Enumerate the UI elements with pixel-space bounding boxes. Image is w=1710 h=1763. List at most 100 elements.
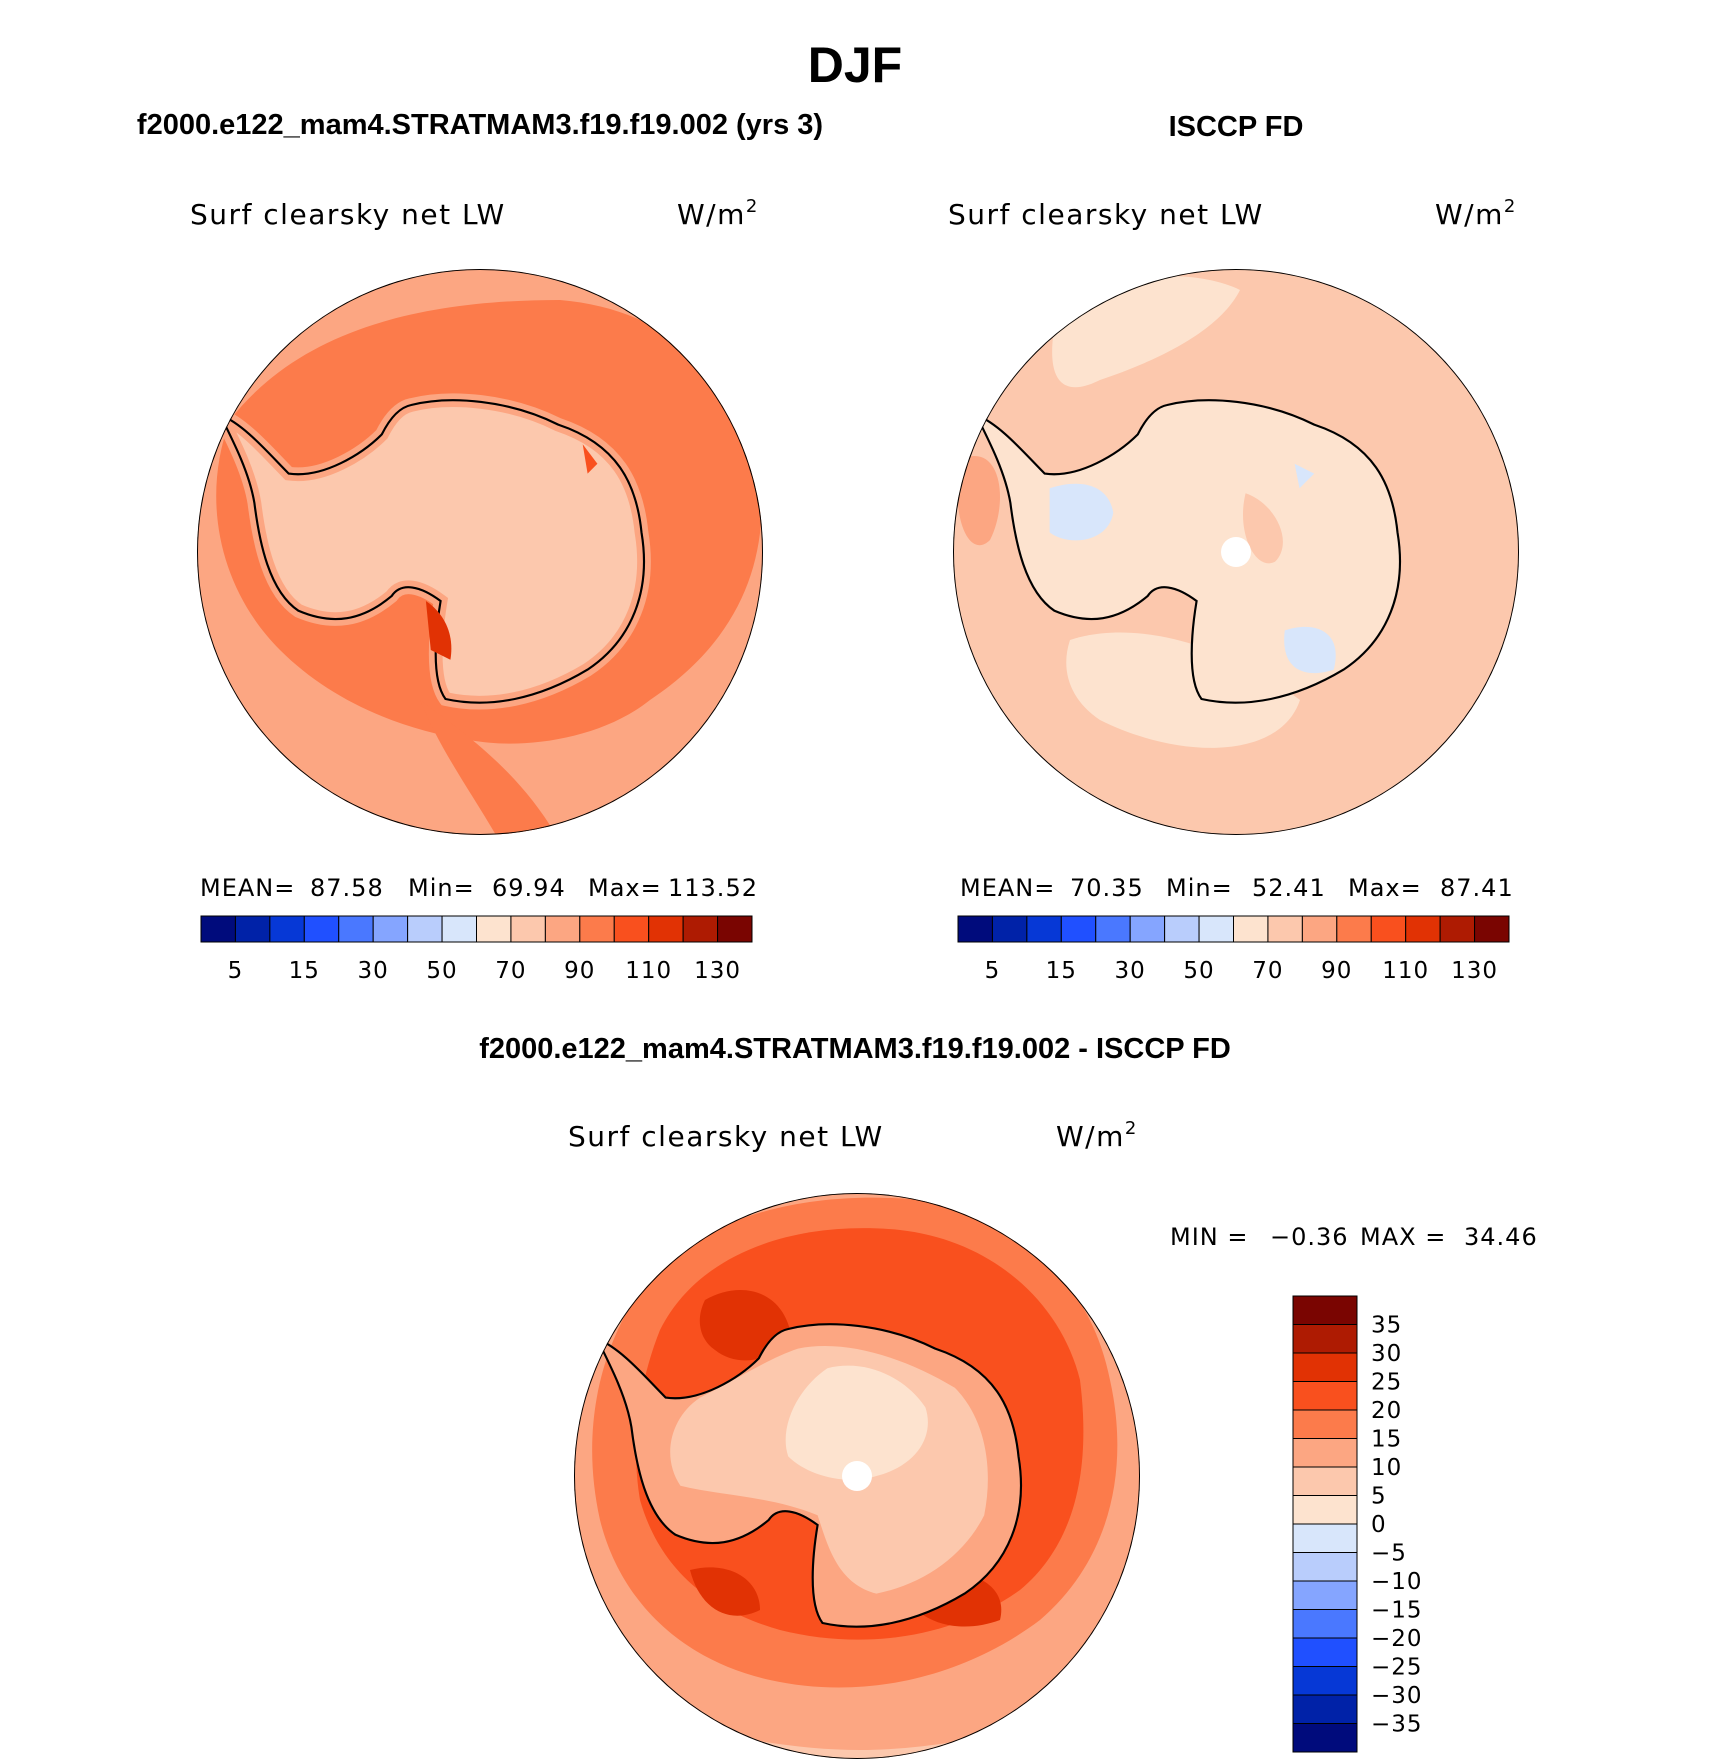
panel-diff-max-label: MAX =	[1360, 1223, 1446, 1251]
colorbar-obs-swatch	[1129, 915, 1166, 943]
colorbar-obs-swatch	[1060, 915, 1097, 943]
panel-diff-min-label: MIN =	[1170, 1223, 1248, 1251]
colorbar-diff-swatch	[1292, 1352, 1358, 1382]
colorbar-obs-tick-label: 15	[1046, 958, 1077, 984]
panel-obs-mean-label: MEAN=	[960, 874, 1055, 902]
colorbar-diff-tick-label: 20	[1371, 1398, 1402, 1424]
colorbar-model-swatch	[717, 915, 753, 943]
colorbar-model-swatch	[338, 915, 374, 943]
colorbar-obs-tick-label: 90	[1321, 958, 1352, 984]
colorbar-model-swatch	[579, 915, 615, 943]
panel-model-colorbar: 5 15 30 50 70 90 110 130	[200, 915, 753, 984]
colorbar-diff-swatch	[1292, 1523, 1358, 1553]
colorbar-diff-swatch	[1292, 1694, 1358, 1724]
colorbar-diff-tick-label: 5	[1371, 1484, 1387, 1510]
colorbar-model-swatch	[234, 915, 271, 943]
colorbar-diff-tick-label: 0	[1371, 1512, 1387, 1538]
colorbar-model-swatch	[269, 915, 305, 943]
panel-obs: ISCCP FD Surf clearsky net LW W/m2 MEAN=…	[948, 111, 1519, 984]
colorbar-model-swatch	[510, 915, 546, 943]
panel-obs-max-label: Max=	[1348, 874, 1422, 902]
panel-model: f2000.e122_mam4.STRATMAM3.f19.f19.002 (y…	[137, 109, 823, 984]
colorbar-diff-tick-label: −15	[1371, 1598, 1423, 1624]
colorbar-obs-swatch	[1267, 915, 1303, 943]
colorbar-obs-swatch	[991, 915, 1028, 943]
colorbar-model-tick-label: 130	[694, 958, 741, 984]
colorbar-model-tick-label: 110	[625, 958, 672, 984]
colorbar-diff-swatch	[1292, 1580, 1358, 1610]
colorbar-model-swatch	[476, 915, 512, 943]
panel-diff-variable: Surf clearsky net LW	[568, 1120, 884, 1153]
colorbar-diff-tick-label: −20	[1371, 1626, 1423, 1652]
panel-obs-header: ISCCP FD	[1169, 111, 1304, 143]
colorbar-obs-swatch	[1370, 915, 1407, 943]
panel-obs-variable: Surf clearsky net LW	[948, 198, 1264, 231]
colorbar-diff-swatch	[1292, 1552, 1358, 1582]
panel-diff: f2000.e122_mam4.STRATMAM3.f19.f19.002 - …	[479, 1033, 1537, 1759]
colorbar-diff-tick-label: −10	[1371, 1569, 1423, 1595]
panel-model-mean-label: MEAN=	[200, 874, 295, 902]
panel-diff-units-base: W/m	[1056, 1120, 1125, 1153]
colorbar-obs-swatch	[1474, 915, 1510, 943]
colorbar-model-swatch	[303, 915, 340, 943]
colorbar-diff-tick-label: −5	[1371, 1541, 1407, 1567]
panel-obs-map	[953, 269, 1519, 835]
colorbar-obs-swatch	[1301, 915, 1338, 943]
colorbar-obs-swatch	[1198, 915, 1234, 943]
colorbar-obs-tick-label: 130	[1451, 958, 1498, 984]
panel-model-units-base: W/m	[677, 198, 746, 231]
colorbar-model-tick-label: 50	[426, 958, 457, 984]
colorbar-obs-swatch	[957, 915, 993, 943]
panel-model-mean-value: 87.58	[310, 874, 384, 902]
colorbar-diff-swatch	[1292, 1723, 1358, 1753]
panel-obs-units-sup: 2	[1504, 196, 1517, 217]
panel-model-units-sup: 2	[746, 196, 759, 217]
colorbar-obs-tick-label: 50	[1183, 958, 1214, 984]
colorbar-diff-tick-label: −30	[1371, 1683, 1423, 1709]
colorbar-diff-swatch	[1292, 1295, 1358, 1325]
colorbar-model-tick-label: 30	[358, 958, 389, 984]
colorbar-model-swatch	[682, 915, 719, 943]
colorbar-diff-swatch	[1292, 1637, 1358, 1667]
colorbar-obs-swatch	[1164, 915, 1200, 943]
panel-diff-min-value: −0.36	[1270, 1223, 1349, 1251]
panel-obs-units: W/m2	[1435, 196, 1517, 231]
panel-model-max-value: 113.52	[668, 874, 758, 902]
panel-obs-units-base: W/m	[1435, 198, 1504, 231]
panel-diff-units-sup: 2	[1125, 1118, 1138, 1139]
colorbar-diff-tick-label: 25	[1371, 1370, 1402, 1396]
colorbar-model-swatch	[613, 915, 650, 943]
colorbar-obs-tick-label: 110	[1382, 958, 1429, 984]
colorbar-obs-swatch	[1439, 915, 1476, 943]
colorbar-obs-swatch	[1233, 915, 1269, 943]
colorbar-model-swatch	[648, 915, 684, 943]
colorbar-obs-tick-label: 30	[1115, 958, 1146, 984]
colorbar-model-swatch	[407, 915, 443, 943]
colorbar-obs-tick-label: 5	[985, 958, 1001, 984]
panel-diff-map	[574, 1193, 1140, 1759]
colorbar-diff-tick-label: 35	[1371, 1313, 1402, 1339]
panel-model-min-value: 69.94	[492, 874, 566, 902]
colorbar-diff-swatch	[1292, 1466, 1358, 1496]
colorbar-diff-swatch	[1292, 1409, 1358, 1439]
colorbar-obs-tick-label: 70	[1252, 958, 1283, 984]
colorbar-diff-tick-label: 10	[1371, 1455, 1402, 1481]
panel-obs-max-value: 87.41	[1440, 874, 1514, 902]
panel-model-map	[197, 269, 763, 835]
panel-model-min-label: Min=	[408, 874, 475, 902]
panel-obs-mean-value: 70.35	[1070, 874, 1144, 902]
colorbar-model-swatch	[372, 915, 409, 943]
colorbar-diff-swatch	[1292, 1609, 1358, 1639]
colorbar-diff-swatch	[1292, 1381, 1358, 1411]
colorbar-diff-tick-label: −35	[1371, 1712, 1423, 1738]
panel-model-header: f2000.e122_mam4.STRATMAM3.f19.f19.002 (y…	[137, 109, 823, 141]
colorbar-model-tick-label: 70	[495, 958, 526, 984]
colorbar-model-tick-label: 90	[564, 958, 595, 984]
colorbar-model-swatch	[441, 915, 477, 943]
colorbar-model-tick-label: 15	[289, 958, 320, 984]
colorbar-model-tick-label: 5	[228, 958, 244, 984]
colorbar-diff-swatch	[1292, 1495, 1358, 1525]
colorbar-diff-swatch	[1292, 1438, 1358, 1468]
